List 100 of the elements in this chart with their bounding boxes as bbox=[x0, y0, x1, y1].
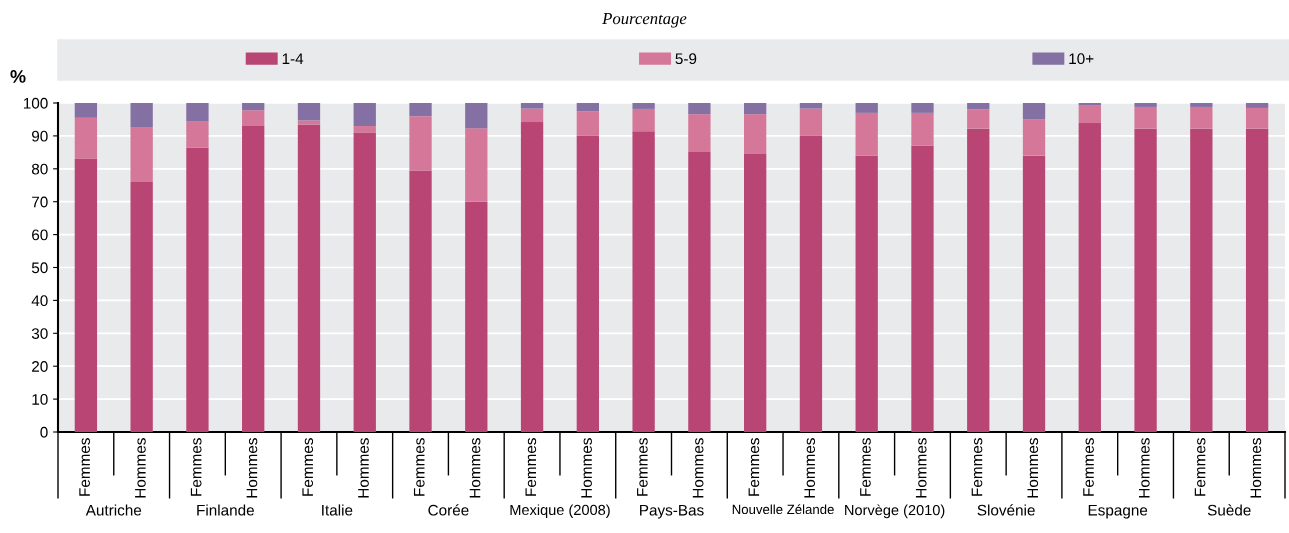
x-tick-label: Hommes bbox=[804, 438, 816, 498]
bar bbox=[74, 103, 98, 118]
y-tick-label: 100 bbox=[23, 97, 48, 109]
x-tick-label: Femmes bbox=[525, 438, 537, 496]
y-tick-label: 90 bbox=[32, 130, 48, 142]
bar bbox=[1078, 105, 1101, 124]
bar bbox=[911, 112, 934, 146]
bar bbox=[855, 155, 878, 432]
bar bbox=[855, 112, 878, 156]
x-tick-label: Femmes bbox=[413, 438, 425, 496]
chart-subtitle: Pourcentage bbox=[602, 13, 687, 28]
bar bbox=[911, 145, 934, 432]
bar bbox=[242, 126, 265, 432]
x-tick-label: Femmes bbox=[971, 438, 983, 496]
bar bbox=[799, 103, 823, 109]
text: Norvège (2010) bbox=[845, 504, 945, 519]
bar bbox=[1134, 103, 1157, 107]
bar bbox=[576, 103, 599, 112]
text: Finlande bbox=[197, 504, 254, 516]
bar bbox=[967, 103, 990, 110]
bar bbox=[1245, 103, 1269, 108]
bar bbox=[353, 103, 376, 127]
text: Suède bbox=[1207, 504, 1251, 516]
bar bbox=[1134, 128, 1157, 432]
bar bbox=[186, 147, 209, 432]
bar bbox=[799, 135, 823, 432]
legend-label: 5-9 bbox=[675, 53, 697, 65]
bar bbox=[130, 103, 153, 128]
text: Autriche bbox=[85, 504, 142, 516]
x-tick-label: Hommes bbox=[915, 438, 927, 498]
x-tick-label: Hommes bbox=[246, 438, 258, 498]
bar bbox=[130, 127, 153, 182]
bar bbox=[967, 109, 990, 129]
x-tick-label: Femmes bbox=[302, 438, 314, 496]
legend-label: 1-4 bbox=[282, 53, 304, 64]
y-tick-label: 70 bbox=[32, 196, 48, 208]
x-tick-label: Femmes bbox=[190, 438, 202, 496]
bar bbox=[1245, 107, 1269, 129]
bar bbox=[576, 111, 599, 136]
bar bbox=[74, 158, 98, 432]
y-tick-label: 50 bbox=[31, 262, 48, 274]
bar bbox=[186, 121, 209, 148]
text: Slovénie bbox=[977, 504, 1035, 516]
bar bbox=[409, 116, 432, 171]
bar bbox=[1022, 119, 1046, 156]
bar bbox=[520, 108, 544, 123]
bar bbox=[1078, 103, 1101, 106]
bar bbox=[799, 108, 823, 136]
bar bbox=[1022, 155, 1046, 432]
bar bbox=[409, 103, 432, 117]
text: Nouvelle Zélande bbox=[732, 504, 834, 515]
y-axis-title: % bbox=[10, 70, 26, 83]
x-tick-label: Hommes bbox=[1027, 438, 1039, 498]
bar bbox=[353, 132, 376, 432]
bar bbox=[632, 103, 655, 109]
text: Mexique (2008) bbox=[510, 504, 610, 518]
bar bbox=[242, 110, 265, 127]
bar bbox=[632, 131, 655, 432]
bar bbox=[744, 103, 767, 115]
bar bbox=[688, 114, 711, 153]
x-tick-label: Hommes bbox=[692, 438, 704, 498]
x-tick-label: Femmes bbox=[79, 438, 90, 496]
bar bbox=[688, 152, 711, 432]
x-tick-label: Hommes bbox=[358, 438, 369, 498]
bar bbox=[632, 108, 655, 132]
bar bbox=[1134, 106, 1157, 129]
bar bbox=[297, 124, 321, 432]
text: Corée bbox=[428, 504, 469, 516]
x-tick-label: Hommes bbox=[1250, 438, 1262, 498]
y-tick-label: 20 bbox=[32, 361, 48, 372]
x-tick-label: Femmes bbox=[1194, 438, 1206, 496]
bar bbox=[520, 103, 544, 109]
bar bbox=[744, 114, 767, 154]
bar bbox=[911, 103, 934, 113]
x-tick-label: Femmes bbox=[637, 438, 648, 496]
text: Pays-Bas bbox=[640, 504, 704, 519]
bar bbox=[409, 170, 432, 432]
x-tick-label: Hommes bbox=[581, 438, 592, 498]
bar bbox=[1078, 123, 1101, 432]
bar bbox=[1190, 103, 1213, 107]
y-tick-label: 40 bbox=[31, 295, 48, 307]
bar bbox=[353, 126, 376, 133]
y-tick-label: 30 bbox=[31, 328, 48, 339]
x-tick-label: Hommes bbox=[135, 438, 146, 498]
y-tick-label: 80 bbox=[31, 163, 48, 175]
x-tick-label: Femmes bbox=[1083, 438, 1094, 496]
bar bbox=[130, 181, 153, 432]
bar bbox=[1245, 128, 1269, 432]
y-tick-label: 0 bbox=[40, 426, 48, 438]
x-tick-label: Femmes bbox=[860, 438, 871, 496]
bar bbox=[242, 103, 265, 111]
bar bbox=[520, 122, 544, 432]
bar bbox=[744, 153, 767, 432]
bar bbox=[465, 128, 488, 202]
bar bbox=[967, 128, 990, 432]
bar bbox=[297, 120, 321, 125]
y-tick-label: 10 bbox=[32, 393, 48, 405]
bar bbox=[74, 117, 98, 159]
bar bbox=[855, 103, 878, 113]
bar bbox=[688, 103, 711, 115]
